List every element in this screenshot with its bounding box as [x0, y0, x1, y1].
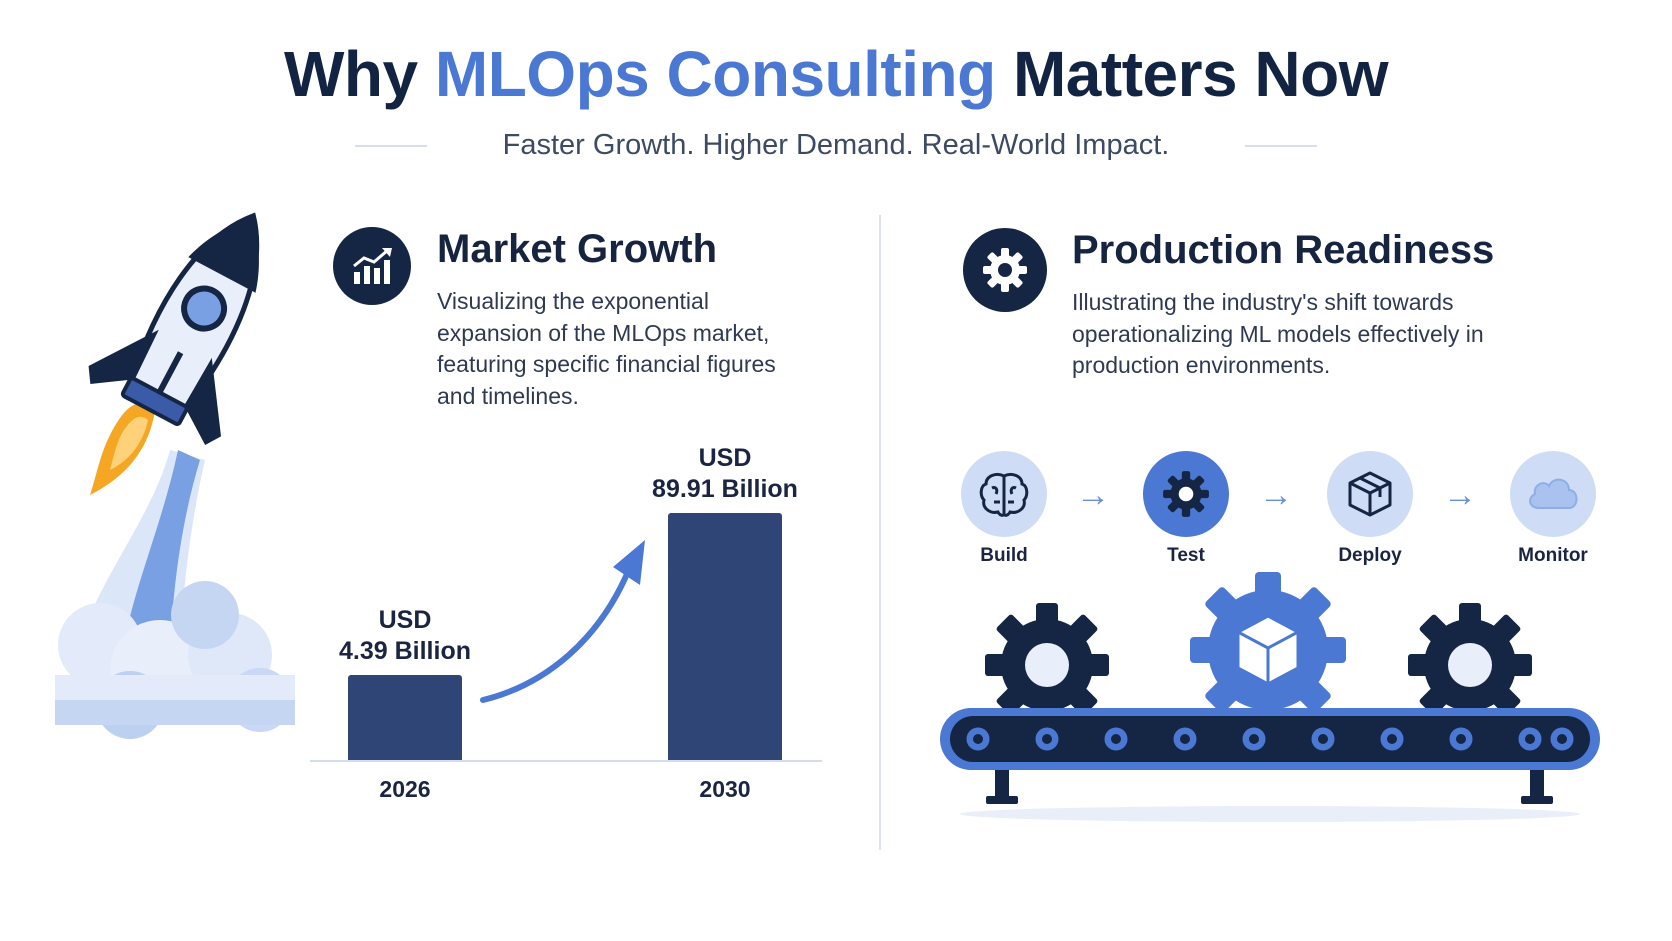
growth-arrow-icon	[480, 540, 645, 703]
gear-icon	[985, 603, 1109, 727]
monitor-step-icon	[1510, 451, 1596, 537]
production-readiness-description: Illustrating the industry's shift toward…	[1072, 289, 1484, 378]
chart-baseline	[310, 760, 822, 762]
arrow-right-icon: →	[1076, 476, 1110, 514]
smoke-trail-inner	[120, 450, 200, 675]
smoke-cloud	[55, 581, 295, 739]
market-growth-title: Market Growth	[437, 227, 718, 271]
title-accent: MLOps Consulting	[434, 38, 996, 110]
step-label-build: Build	[980, 545, 1028, 566]
chart-bar-2026	[348, 675, 462, 760]
chart-data-label-currency: USD	[378, 606, 432, 634]
chart-tick-label-2026: 2026	[379, 776, 431, 802]
chart-data-label-value: 4.39 Billion	[339, 637, 471, 665]
section-divider	[879, 215, 881, 850]
subtitle-right-rule	[1245, 145, 1317, 147]
gear-icon	[1408, 603, 1532, 727]
step-label-monitor: Monitor	[1518, 545, 1588, 566]
deploy-step-icon	[1327, 451, 1413, 537]
rocket-body	[88, 212, 260, 445]
title-part-1: Why	[284, 38, 435, 110]
arrow-right-icon: →	[1259, 476, 1293, 514]
chart-data-label-currency: USD	[698, 444, 752, 472]
page-subtitle: Faster Growth. Higher Demand. Real-World…	[502, 129, 1170, 161]
subtitle-left-rule	[355, 145, 427, 147]
chart-data-label-value: 89.91 Billion	[652, 475, 798, 503]
rocket-illustration	[55, 212, 295, 739]
build-step-icon	[961, 451, 1047, 537]
step-label-test: Test	[1167, 545, 1205, 566]
conveyor-illustration	[940, 572, 1600, 822]
market-growth-description: Visualizing the exponential expansion of…	[437, 288, 776, 409]
chart-bar-2030	[668, 513, 782, 760]
chart-tick-label-2030: 2030	[699, 776, 751, 802]
page-title: Why MLOps Consulting Matters Now	[0, 34, 1672, 114]
growth-chart-icon	[333, 227, 411, 305]
test-step-icon	[1143, 451, 1229, 537]
gear-icon	[1190, 572, 1346, 728]
chart-data-label-2026: USD 4.39 Billion	[305, 605, 505, 667]
chart-data-label-2030: USD 89.91 Billion	[625, 443, 825, 505]
production-readiness-title: Production Readiness	[1072, 228, 1495, 272]
step-label-deploy: Deploy	[1338, 545, 1402, 566]
arrow-right-icon: →	[1443, 476, 1477, 514]
title-part-2: Matters Now	[995, 38, 1389, 110]
gear-icon	[963, 228, 1047, 312]
